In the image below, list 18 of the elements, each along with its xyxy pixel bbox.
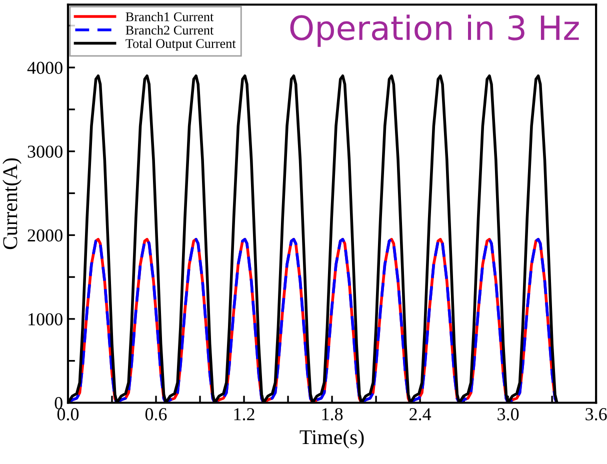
legend-label: Branch1 Current [126, 12, 214, 22]
x-tick-label: 3.6 [586, 408, 607, 420]
y-tick-label: 4000 [27, 62, 62, 74]
y-tick-label: 0 [54, 397, 62, 410]
legend-label: Total Output Current [126, 38, 236, 51]
y-axis-title: Current(A) [2, 158, 22, 250]
x-tick-label: 0.6 [145, 408, 167, 420]
x-tick-label: 1.2 [234, 408, 254, 420]
x-tick-label: 1.8 [322, 408, 343, 420]
y-tick-label: 2000 [28, 229, 62, 242]
legend-label: Branch2 Current [126, 25, 214, 35]
annotation: Operation in 3 Hz [290, 14, 579, 47]
x-tick-label: 3.0 [498, 408, 519, 420]
y-tick-label: 1000 [28, 313, 62, 326]
x-axis-title: Time(s) [300, 430, 364, 448]
x-tick-label: 2.4 [410, 408, 432, 420]
y-tick-label: 3000 [28, 146, 62, 158]
x-tick-label: 0.0 [57, 408, 79, 420]
